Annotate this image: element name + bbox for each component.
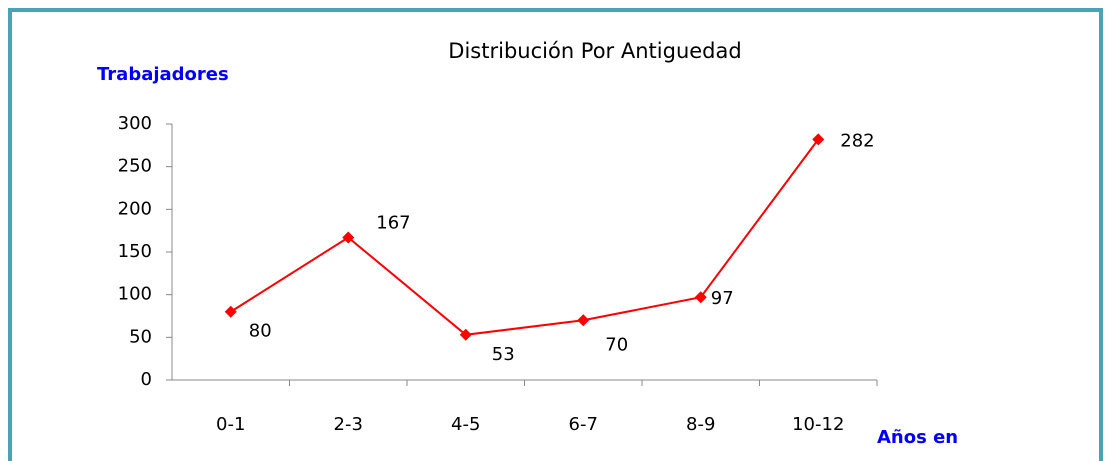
- x-tick-label: 6-7: [569, 414, 598, 435]
- marker: [812, 133, 825, 146]
- y-tick-label: 300: [118, 113, 152, 134]
- data-label: 70: [605, 334, 628, 355]
- chart-title: Distribución Por Antiguedad: [448, 39, 741, 63]
- y-tick-label: 50: [129, 326, 152, 347]
- frame: [8, 8, 1103, 461]
- data-label: 97: [711, 288, 734, 309]
- y-tick-label: 100: [118, 284, 152, 305]
- data-label: 167: [376, 212, 410, 233]
- marker: [342, 231, 355, 244]
- marker: [577, 314, 590, 327]
- x-axis-label: Años en: [877, 427, 958, 448]
- x-tick-label: 8-9: [686, 414, 715, 435]
- marker: [694, 291, 707, 304]
- marker: [459, 328, 472, 341]
- x-tick-label: 4-5: [451, 414, 480, 435]
- x-tick-label: 10-12: [792, 414, 844, 435]
- y-tick-label: 250: [118, 156, 152, 177]
- y-axis-label: Trabajadores: [97, 64, 229, 85]
- y-tick-label: 200: [118, 198, 152, 219]
- line: [230, 138, 820, 336]
- y-tick-label: 150: [118, 241, 152, 262]
- data-label: 282: [840, 130, 874, 151]
- data-label: 53: [492, 344, 515, 365]
- marker: [224, 305, 237, 318]
- data-label: 80: [249, 321, 272, 342]
- y-tick-label: 0: [141, 369, 152, 390]
- x-tick-label: 0-1: [216, 414, 245, 435]
- x-tick-label: 2-3: [334, 414, 363, 435]
